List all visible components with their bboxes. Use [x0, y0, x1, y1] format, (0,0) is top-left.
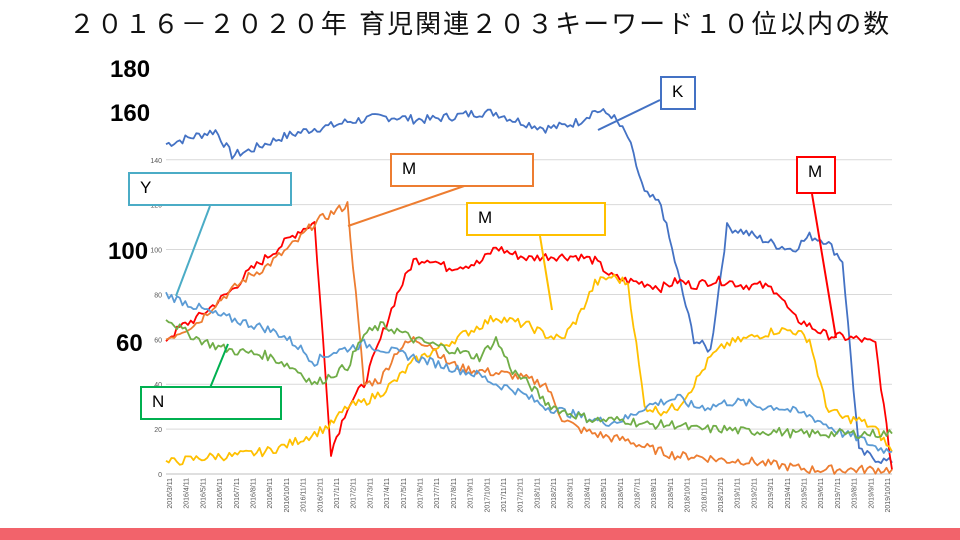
- big-tick-100: 100: [108, 238, 149, 265]
- slide-title: ２０１６－２０２０年 育児関連２０３キーワード１０位以内の数: [68, 10, 892, 40]
- x-tick-label: 2019/2/11: [751, 478, 758, 509]
- y-tick-label: 120: [150, 203, 162, 210]
- x-tick-label: 2016/10/11: [284, 478, 291, 513]
- callout-m-red: M: [796, 156, 836, 194]
- x-tick-label: 2017/12/11: [518, 478, 525, 513]
- leader-k: [597, 99, 661, 131]
- y-tick-label: 40: [154, 382, 162, 389]
- x-tick-label: 2017/11/11: [501, 478, 508, 512]
- x-tick-label: 2017/2/11: [351, 478, 358, 509]
- series-line-4: [165, 291, 893, 454]
- x-tick-label: 2017/10/11: [484, 478, 491, 513]
- y-tick-label: 140: [150, 158, 162, 165]
- y-tick-label: 0: [158, 472, 162, 479]
- x-tick-label: 2017/8/11: [451, 478, 458, 509]
- x-tick-label: 2019/1/11: [735, 478, 742, 509]
- y-tick-label: 20: [154, 427, 162, 434]
- x-tick-label: 2017/9/11: [468, 478, 475, 509]
- x-tick-label: 2018/1/11: [534, 478, 541, 509]
- series-line-3: [165, 273, 893, 466]
- x-tick-label: 2016/5/11: [200, 478, 207, 509]
- x-tick-label: 2016/9/11: [267, 478, 274, 509]
- x-tick-label: 2017/5/11: [401, 478, 408, 509]
- x-tick-label: 2016/11/11: [301, 478, 308, 512]
- x-tick-label: 2018/10/11: [685, 478, 692, 513]
- y-tick-label: 80: [154, 292, 162, 299]
- x-tick-label: 2018/5/11: [601, 478, 608, 509]
- x-tick-label: 2017/6/11: [417, 478, 424, 509]
- x-tick-label: 2018/4/11: [584, 478, 591, 509]
- callout-m-orange: M: [390, 153, 534, 187]
- series-line-1: [165, 221, 893, 470]
- leader-n: [209, 343, 229, 389]
- x-tick-label: 2016/8/11: [250, 478, 257, 509]
- leader-m-yellow: [539, 235, 553, 311]
- x-tick-label: 2016/12/11: [317, 478, 324, 513]
- x-tick-label: 2018/2/11: [551, 478, 558, 509]
- callout-k: K: [660, 76, 696, 110]
- x-tick-label: 2016/3/11: [167, 478, 174, 509]
- x-tick-label: 2016/6/11: [217, 478, 224, 509]
- x-tick-label: 2019/6/11: [818, 478, 825, 509]
- x-tick-label: 2018/6/11: [618, 478, 625, 509]
- leader-m-orange: [347, 183, 471, 227]
- footer-bar: [0, 528, 960, 540]
- x-tick-label: 2017/1/11: [334, 478, 341, 509]
- x-tick-label: 2018/8/11: [651, 478, 658, 509]
- callout-m-yellow: M: [466, 202, 606, 236]
- x-tick-label: 2016/4/11: [184, 478, 191, 509]
- series-lines: [165, 108, 893, 475]
- y-tick-label: 100: [150, 248, 162, 255]
- x-tick-label: 2016/7/11: [234, 478, 241, 509]
- x-tick-label: 2019/8/11: [852, 478, 859, 509]
- callout-y: Y: [128, 172, 292, 206]
- x-tick-label: 2017/7/11: [434, 478, 441, 509]
- y-tick-label: 60: [154, 337, 162, 344]
- big-tick-60: 60: [116, 330, 143, 357]
- x-tick-label: 2018/9/11: [668, 478, 675, 509]
- leader-y: [175, 205, 211, 297]
- series-line-2: [165, 201, 893, 475]
- callout-leaders: [175, 99, 837, 389]
- x-tick-label: 2017/4/11: [384, 478, 391, 509]
- series-line-0: [165, 108, 893, 464]
- axes: 0 20 40 60 80 100 120 140 2016/3/11 2016/4/11 2016…: [150, 158, 892, 513]
- x-tick-label: 2019/4/11: [785, 478, 792, 509]
- x-tick-label: 2019/3/11: [768, 478, 775, 509]
- x-tick-label: 2019/9/11: [868, 478, 875, 509]
- x-tick-label: 2017/3/11: [367, 478, 374, 509]
- series-line-5: [165, 319, 893, 439]
- x-tick-label: 2018/11/11: [701, 478, 708, 512]
- x-tick-label: 2019/10/11: [885, 478, 892, 513]
- leader-m-red: [811, 193, 837, 339]
- x-tick-label: 2018/3/11: [568, 478, 575, 509]
- x-tick-label: 2019/7/11: [835, 478, 842, 509]
- x-tick-label: 2019/5/11: [802, 478, 809, 509]
- x-tick-label: 2018/12/11: [718, 478, 725, 513]
- callout-n: N: [140, 386, 282, 420]
- x-tick-label: 2018/7/11: [635, 478, 642, 509]
- big-tick-160: 160: [110, 100, 151, 127]
- big-tick-180: 180: [110, 56, 151, 83]
